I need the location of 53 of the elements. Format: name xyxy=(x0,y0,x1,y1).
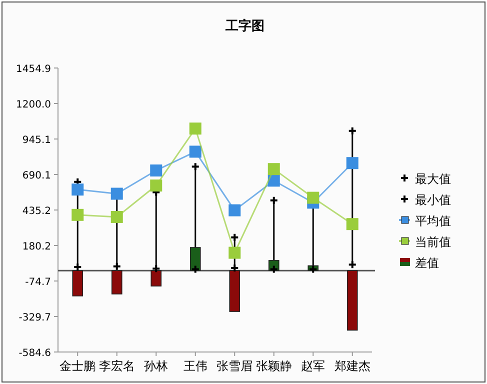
legend-label: 最大值 xyxy=(415,172,451,186)
point xyxy=(192,163,199,170)
point xyxy=(72,184,84,196)
x-tick-label: 孙林 xyxy=(144,359,168,373)
x-tick-label: 金士鹏 xyxy=(60,359,96,373)
y-tick-label: 1200.0 xyxy=(16,99,51,110)
y-tick-label: 945.1 xyxy=(22,134,51,146)
point xyxy=(307,192,320,204)
point xyxy=(113,262,120,270)
legend-label: 差值 xyxy=(415,256,439,270)
point xyxy=(346,218,358,230)
y-tick-label: -74.7 xyxy=(25,276,51,288)
point xyxy=(189,146,202,158)
bar xyxy=(346,270,358,331)
y-tick-label: 180.2 xyxy=(22,242,51,252)
point xyxy=(348,261,356,268)
x-tick-label: 张颖静 xyxy=(256,359,292,373)
y-tick-label: 435.2 xyxy=(22,206,51,217)
y-tick-label: -329.7 xyxy=(18,312,51,324)
x-tick-label: 郑建杰 xyxy=(334,359,370,373)
point xyxy=(268,163,280,176)
legend-label: 平均值 xyxy=(415,214,451,228)
x-tick-label: 王伟 xyxy=(183,359,208,373)
bar xyxy=(190,247,201,271)
x-tick-label: 赵军 xyxy=(301,359,326,373)
point xyxy=(270,196,278,204)
point xyxy=(228,246,241,259)
point xyxy=(150,164,162,176)
legend-label: 最小值 xyxy=(415,193,451,207)
point xyxy=(150,180,162,192)
point xyxy=(74,263,82,270)
bar xyxy=(111,270,122,294)
bar xyxy=(150,270,162,286)
bar xyxy=(229,270,240,312)
point xyxy=(228,204,241,216)
y-tick-label: 1454.9 xyxy=(16,64,51,75)
y-tick-label: 690.1 xyxy=(22,170,51,182)
x-tick-label: 张雪眉 xyxy=(216,359,253,373)
point xyxy=(231,234,238,241)
chart-title: 工字图 xyxy=(224,18,264,34)
point xyxy=(110,188,123,200)
point xyxy=(192,266,199,273)
point xyxy=(110,210,123,223)
point xyxy=(189,122,202,135)
point xyxy=(72,208,84,221)
legend-label: 当前值 xyxy=(415,235,451,249)
x-tick-label: 李宏名 xyxy=(98,359,135,373)
bar xyxy=(72,270,84,296)
point xyxy=(231,264,238,272)
point xyxy=(348,127,356,134)
point xyxy=(346,157,358,170)
y-tick-label: -584.6 xyxy=(18,348,51,359)
point xyxy=(152,265,160,272)
